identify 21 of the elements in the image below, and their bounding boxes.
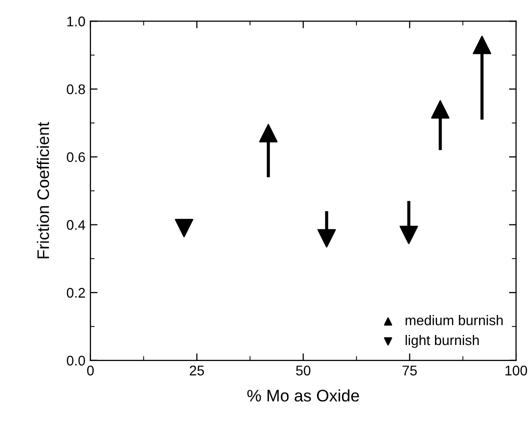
x-tick-label: 100 bbox=[506, 366, 528, 376]
point bbox=[472, 36, 492, 54]
point bbox=[431, 100, 450, 119]
x-tick-label: 50 bbox=[296, 366, 310, 376]
point bbox=[400, 226, 418, 244]
x-axis-title: % Mo as Oxide bbox=[247, 389, 360, 402]
x-tick-label: 0 bbox=[87, 366, 94, 376]
legend-label: light burnish bbox=[406, 334, 479, 348]
point bbox=[317, 229, 336, 248]
y-tick-label: 0.4 bbox=[66, 220, 86, 230]
x-tick-label: 75 bbox=[402, 366, 417, 376]
y-tick-label: 0.2 bbox=[66, 288, 85, 298]
y-tick-label: 0.0 bbox=[66, 356, 86, 366]
point bbox=[174, 218, 194, 238]
y-tick-label: 0.6 bbox=[66, 152, 85, 162]
y-tick-label: 0.8 bbox=[66, 84, 85, 94]
x-tick-label: 25 bbox=[190, 366, 204, 376]
y-tick-label: 1.0 bbox=[67, 16, 86, 26]
legend-label: medium burnish bbox=[406, 315, 503, 326]
point bbox=[259, 124, 278, 142]
y-axis-title: Friction Coefficient bbox=[36, 122, 50, 258]
